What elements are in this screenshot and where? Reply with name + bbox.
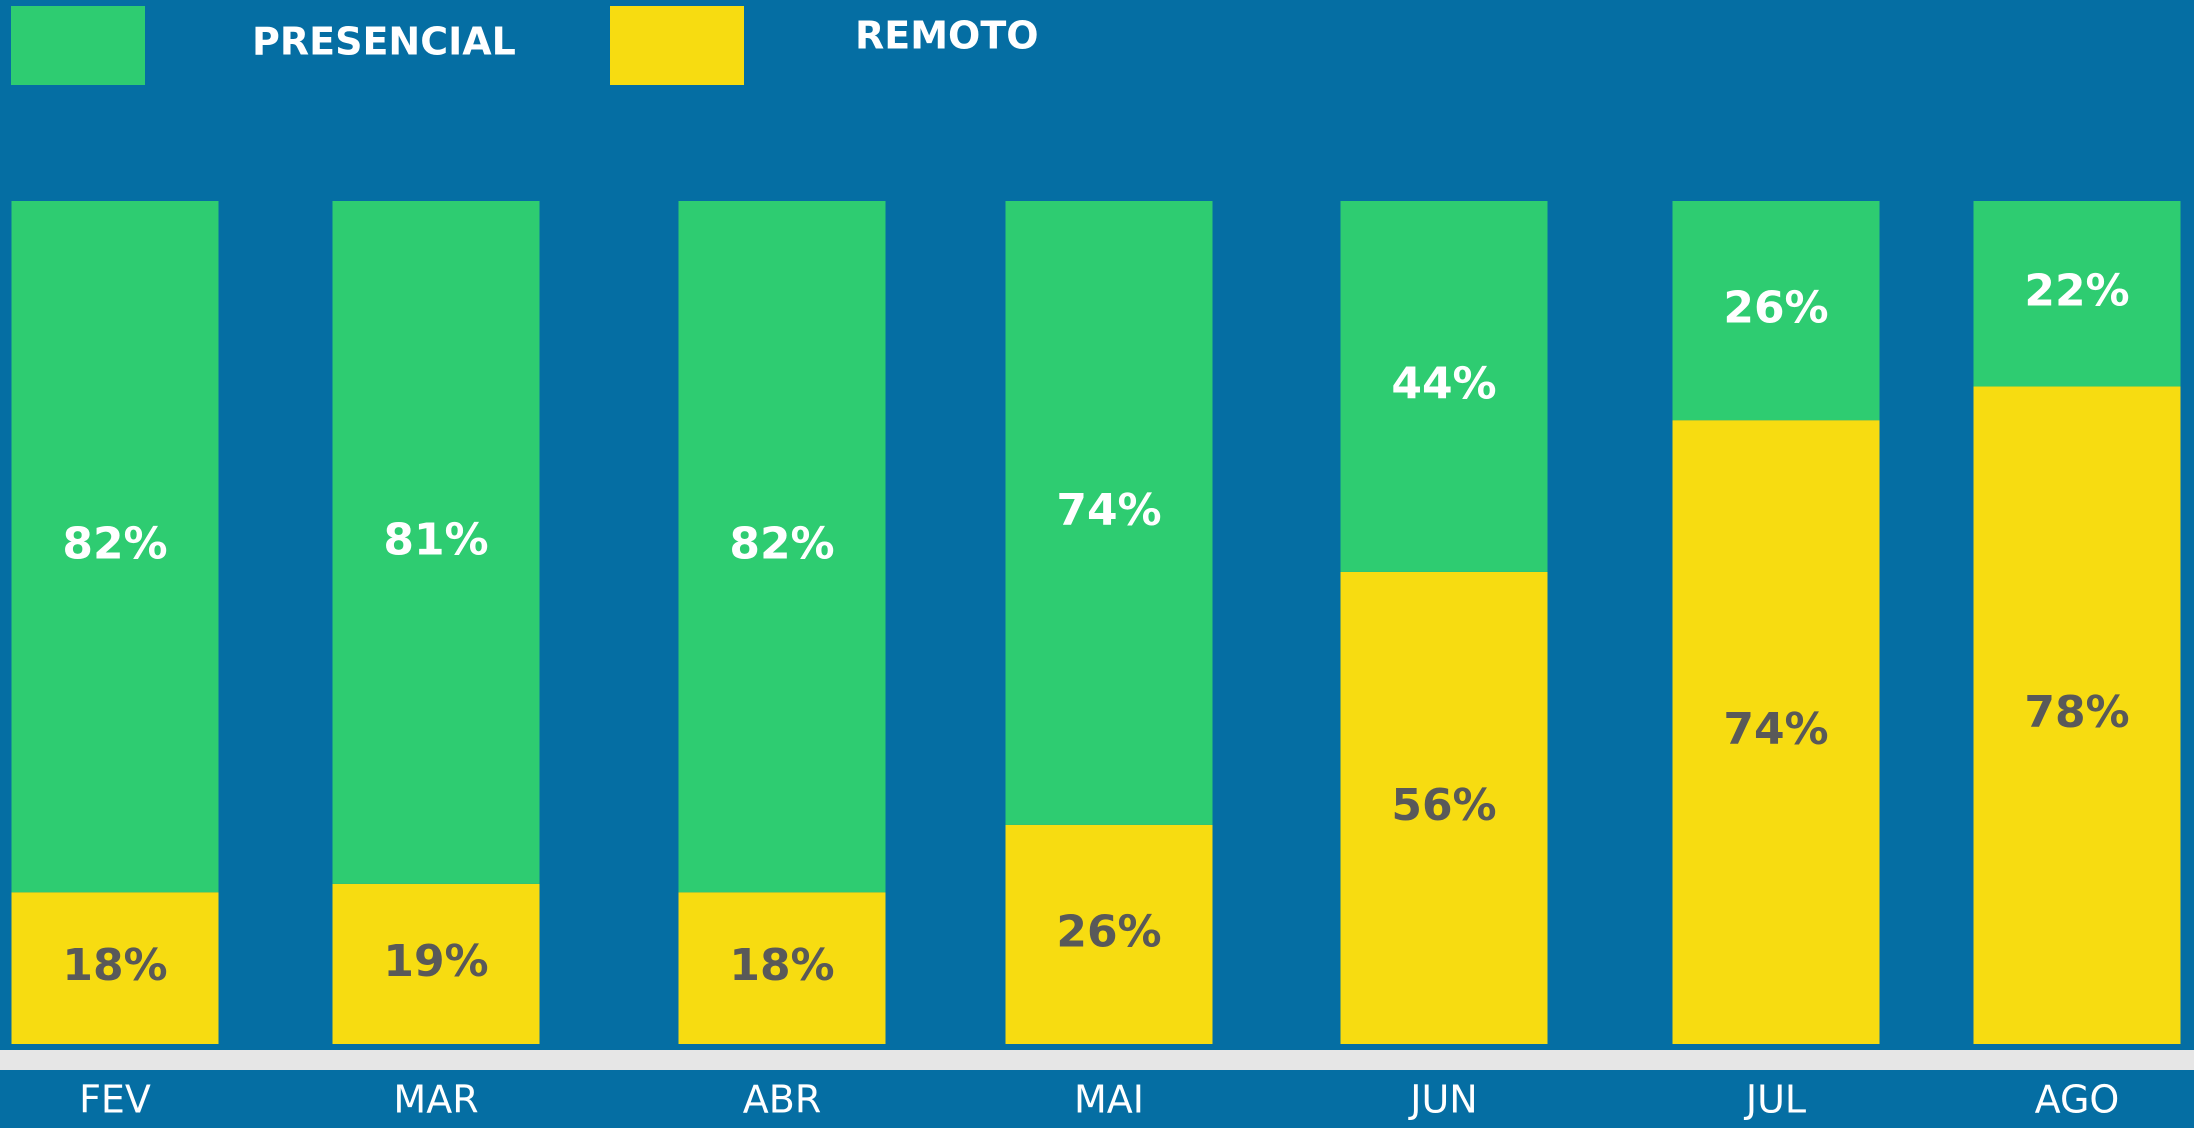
data-label: 19% xyxy=(383,936,488,987)
data-label: 22% xyxy=(2024,266,2129,317)
bar-segment xyxy=(332,883,540,1044)
bar-segment xyxy=(1340,201,1548,572)
baseline-band xyxy=(0,1050,2194,1070)
bar-segment xyxy=(1672,420,1880,1044)
bar-segment xyxy=(1005,824,1213,1044)
bar-segment xyxy=(1973,386,2181,1045)
x-tick-label: JUN xyxy=(1408,1078,1477,1122)
data-label: 18% xyxy=(62,940,167,991)
data-label: 26% xyxy=(1056,906,1161,957)
bar-segment xyxy=(332,201,540,884)
bar-segment xyxy=(11,892,219,1044)
legend-swatch xyxy=(610,6,744,85)
legend-swatch xyxy=(11,6,145,85)
data-label: 82% xyxy=(62,519,167,570)
bar-segment xyxy=(1973,201,2181,387)
bar-segment xyxy=(678,201,886,893)
bar-segment xyxy=(1340,571,1548,1044)
x-tick-label: JUL xyxy=(1744,1078,1806,1122)
x-tick-label: MAI xyxy=(1074,1078,1144,1122)
x-tick-label: MAR xyxy=(393,1078,478,1122)
data-label: 81% xyxy=(383,514,488,565)
data-label: 82% xyxy=(729,519,834,570)
x-tick-label: ABR xyxy=(743,1078,821,1122)
legend-label: PRESENCIAL xyxy=(252,20,516,64)
data-label: 56% xyxy=(1391,780,1496,831)
data-label: 18% xyxy=(729,940,834,991)
data-label: 44% xyxy=(1391,358,1496,409)
legend-label: REMOTO xyxy=(855,14,1039,58)
x-tick-label: FEV xyxy=(79,1078,151,1122)
data-label: 74% xyxy=(1723,704,1828,755)
x-tick-label: AGO xyxy=(2035,1078,2120,1122)
bar-segment xyxy=(678,892,886,1044)
data-label: 26% xyxy=(1723,283,1828,334)
bar-segment xyxy=(1005,201,1213,825)
bar-segment xyxy=(1672,201,1880,421)
data-label: 78% xyxy=(2024,687,2129,738)
data-label: 74% xyxy=(1056,485,1161,536)
bar-segment xyxy=(11,201,219,893)
